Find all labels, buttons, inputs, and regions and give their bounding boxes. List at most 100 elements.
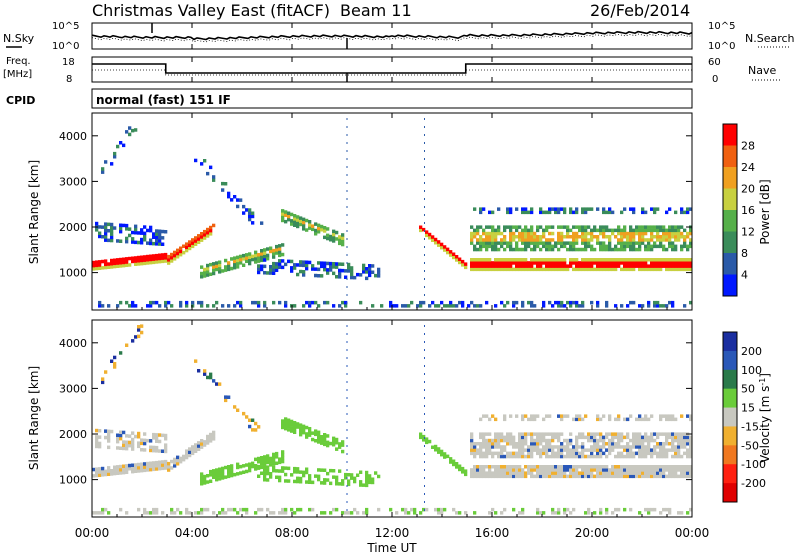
heatmap-cell: [557, 507, 561, 512]
heatmap-cell: [629, 451, 633, 456]
heatmap-cell: [272, 459, 276, 463]
heatmap-cell: [113, 264, 117, 269]
heatmap-cell: [638, 247, 642, 252]
heatmap-cell: [575, 231, 579, 236]
velocity-y-label: Slant Range [km]: [27, 366, 41, 470]
heatmap-cell: [320, 274, 324, 278]
heatmap-cell: [515, 261, 519, 265]
heatmap-cell: [341, 449, 345, 454]
heatmap-cell: [464, 265, 468, 270]
heatmap-cell: [578, 454, 582, 459]
heatmap-cell: [530, 300, 534, 305]
heatmap-cell: [167, 254, 171, 259]
heatmap-cell: [470, 438, 474, 443]
heatmap-cell: [131, 240, 135, 244]
heatmap-cell: [503, 448, 507, 452]
heatmap-cell: [500, 451, 504, 456]
heatmap-cell: [659, 238, 663, 242]
heatmap-cell: [269, 463, 273, 467]
heatmap-cell: [674, 451, 678, 456]
heatmap-cell: [482, 445, 486, 449]
heatmap-cell: [530, 454, 534, 459]
heatmap-cell: [326, 471, 330, 476]
heatmap-cell: [617, 468, 621, 472]
heatmap-cell: [413, 511, 417, 515]
heatmap-cell: [419, 511, 423, 515]
heatmap-cell: [473, 235, 477, 239]
heatmap-cell: [572, 238, 576, 242]
heatmap-cell: [263, 474, 267, 479]
heatmap-cell: [569, 442, 573, 446]
heatmap-cell: [638, 238, 642, 242]
heatmap-cell: [623, 264, 627, 268]
heatmap-cell: [626, 267, 630, 272]
heatmap-cell: [623, 261, 627, 265]
heatmap-cell: [542, 258, 546, 262]
heatmap-cell: [191, 241, 195, 245]
heatmap-cell: [332, 475, 336, 479]
heatmap-cell: [689, 451, 693, 456]
heatmap-cell: [308, 223, 312, 227]
heatmap-cell: [422, 300, 426, 305]
heatmap-cell: [197, 369, 201, 373]
heatmap-cell: [158, 439, 162, 444]
heatmap-cell: [131, 259, 135, 264]
heatmap-cell: [482, 244, 486, 249]
heatmap-cell: [620, 451, 624, 456]
heatmap-cell: [575, 442, 579, 446]
heatmap-cell: [281, 450, 285, 454]
heatmap-cell: [527, 228, 531, 233]
heatmap-cell: [119, 257, 123, 262]
heatmap-cell: [494, 264, 498, 268]
heatmap-cell: [131, 466, 135, 471]
heatmap-cell: [221, 181, 225, 186]
heatmap-cell: [524, 258, 528, 262]
heatmap-cell: [578, 304, 582, 308]
heatmap-cell: [470, 471, 474, 475]
heatmap-cell: [665, 454, 669, 459]
heatmap-cell: [620, 474, 624, 479]
heatmap-cell: [563, 235, 567, 239]
heatmap-cell: [488, 225, 492, 229]
heatmap-cell: [314, 232, 318, 236]
heatmap-cell: [677, 435, 681, 440]
heatmap-cell: [680, 247, 684, 252]
colorbar-swatch: [723, 426, 737, 446]
heatmap-cell: [209, 165, 213, 170]
heatmap-cell: [611, 471, 615, 475]
heatmap-cell: [248, 468, 252, 473]
heatmap-cell: [506, 468, 510, 472]
heatmap-cell: [212, 268, 216, 272]
heatmap-cell: [524, 454, 528, 459]
heatmap-cell: [302, 304, 306, 308]
heatmap-cell: [671, 442, 675, 446]
heatmap-cell: [680, 225, 684, 229]
heatmap-cell: [530, 304, 534, 308]
heatmap-cell: [113, 226, 117, 230]
heatmap-cell: [479, 238, 483, 242]
heatmap-cell: [653, 432, 657, 436]
heatmap-cell: [629, 465, 633, 469]
heatmap-cell: [551, 435, 555, 440]
heatmap-cell: [317, 437, 321, 441]
heatmap-cell: [653, 448, 657, 452]
noise-left-tick-top: 10^5: [52, 21, 79, 32]
heatmap-cell: [278, 250, 282, 254]
heatmap-cell: [209, 375, 213, 380]
heatmap-cell: [620, 465, 624, 469]
heatmap-cell: [350, 511, 354, 515]
heatmap-cell: [503, 454, 507, 459]
heatmap-cell: [119, 430, 123, 434]
heatmap-cell: [107, 432, 111, 437]
heatmap-cell: [242, 464, 246, 468]
heatmap-cell: [341, 268, 345, 273]
heatmap-cell: [524, 241, 528, 245]
heatmap-cell: [524, 471, 528, 475]
heatmap-cell: [575, 261, 579, 265]
heatmap-cell: [338, 482, 342, 486]
heatmap-cell: [329, 441, 333, 446]
heatmap-cell: [218, 266, 222, 271]
heatmap-cell: [530, 267, 534, 272]
heatmap-cell: [599, 225, 603, 229]
heatmap-cell: [647, 241, 651, 245]
